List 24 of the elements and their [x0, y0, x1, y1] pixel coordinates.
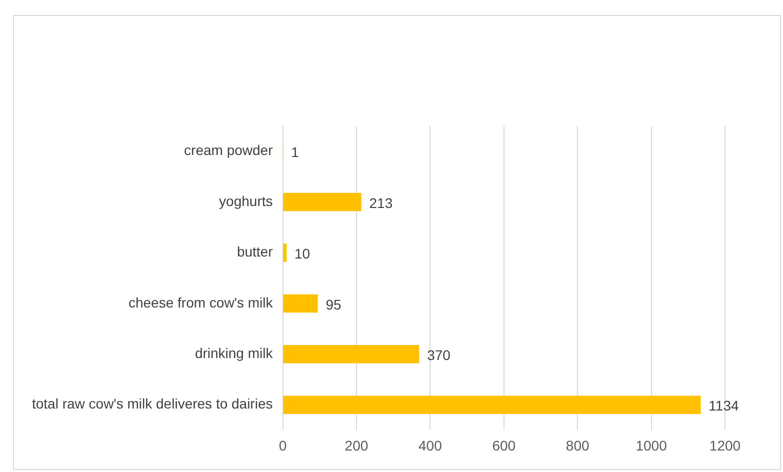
data-label: 370: [427, 347, 451, 364]
x-tick-label: 600: [492, 437, 516, 454]
y-tick-label: drinking milk: [194, 345, 274, 362]
bar: [283, 345, 420, 364]
x-tick-label: 1000: [636, 437, 668, 454]
x-tick-label: 1200: [709, 437, 741, 454]
y-tick-label: cream powder: [184, 142, 274, 158]
bar: [283, 192, 362, 212]
data-label: 1134: [708, 398, 739, 414]
y-tick-label: cheese from cow's milk: [128, 294, 274, 310]
y-tick-label: total raw cow's milk deliveres to dairies: [32, 396, 273, 412]
bar: [283, 244, 286, 262]
data-label: 95: [326, 296, 342, 312]
data-label: 213: [369, 194, 393, 211]
bar: [283, 294, 318, 313]
x-tick-label: 800: [566, 437, 590, 454]
bar: [283, 396, 701, 414]
y-tick-label: butter: [236, 244, 274, 260]
y-tick-label: yoghurts: [219, 192, 273, 209]
x-tick-label: 200: [344, 437, 368, 454]
data-label: 1: [291, 144, 300, 160]
x-tick-label: 0: [278, 437, 287, 454]
data-label: 10: [294, 246, 310, 262]
x-tick-label: 400: [418, 437, 442, 454]
